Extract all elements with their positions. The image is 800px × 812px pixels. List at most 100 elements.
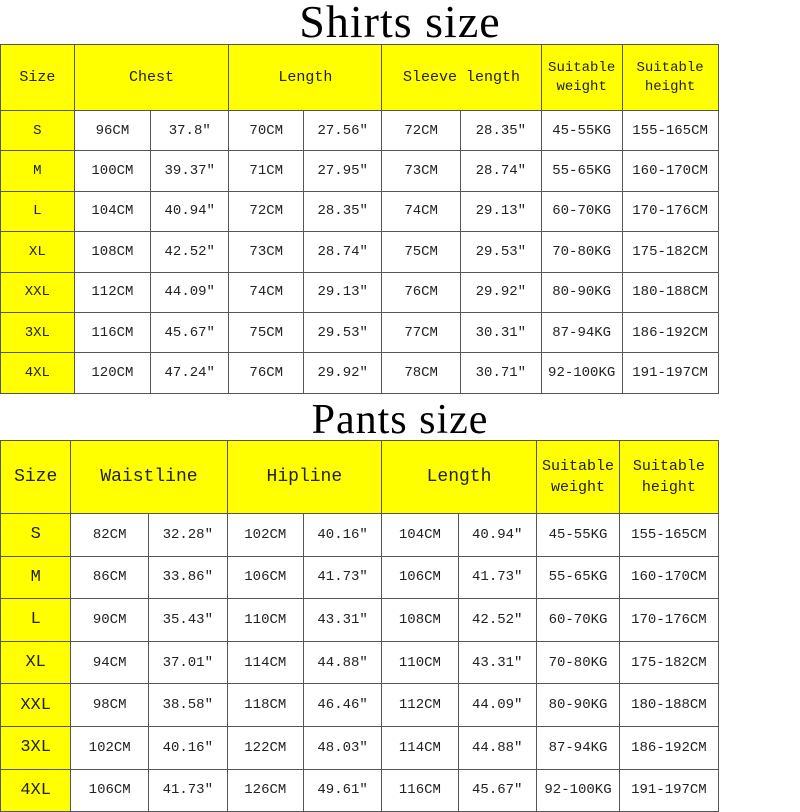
table-cell: 29.53″ [459,231,542,273]
table-cell: 55-65KG [535,555,621,600]
table-cell: 45.67″ [150,311,230,354]
table-cell: 37.01″ [148,640,228,685]
table-cell: 114CM [381,725,459,770]
table-cell: 41.73″ [457,555,537,600]
table-cell: 77CM [381,311,461,354]
table-cell: 116CM [73,311,152,354]
table-cell: 27.95″ [303,150,383,192]
table-cell: 40.16″ [303,513,383,557]
table-cell: 120CM [73,352,152,394]
column-header: Suitable weight [540,44,623,111]
table-cell: 116CM [381,768,459,812]
table-cell: 76CM [381,271,461,313]
table-cell: 180-188CM [621,271,719,313]
size-label: L [0,598,72,642]
table-cell: 122CM [226,725,305,770]
table-cell: 74CM [381,190,461,233]
table-cell: 28.74″ [303,231,383,273]
table-cell: 160-170CM [619,555,719,600]
table-cell: 48.03″ [303,725,383,770]
shirts-size-table: Size Chest Length Sleeve length Suitable weig… [0,44,800,394]
table-cell: 47.24″ [150,352,230,394]
column-header-line: weight [551,479,606,496]
table-cell: 180-188CM [619,683,719,727]
size-label: S [0,109,75,152]
table-cell: 170-176CM [619,598,719,642]
table-row: XL 108CM 42.52″ 73CM 28.74″ 75CM 29.53″ 70-80KG… [0,231,800,273]
table-cell: 40.94″ [150,190,230,233]
table-row: S 82CM 32.28″ 102CM 40.16″ 104CM 40.94″ 45-55KG… [0,513,800,557]
column-header: Suitable height [619,440,719,514]
column-header: Suitable weight [535,440,621,514]
table-cell: 33.86″ [148,555,228,600]
table-cell: 40.16″ [148,725,228,770]
column-header: Hipline [226,440,383,514]
table-cell: 75CM [228,311,305,354]
table-row: 3XL 116CM 45.67″ 75CM 29.53″ 77CM 30.31″ 87-94K… [0,311,800,354]
size-label: L [0,190,75,233]
table-cell: 82CM [70,513,150,557]
table-cell: 170-176CM [621,190,719,233]
table-cell: 49.61″ [303,768,383,812]
pants-size-title: Pants size [311,397,489,443]
table-cell: 96CM [73,109,152,152]
table-cell: 175-182CM [621,231,719,273]
table-cell: 102CM [70,725,150,770]
table-row: XL 94CM 37.01″ 114CM 44.88″ 110CM 43.31″ 70-80K… [0,640,800,685]
column-header: Waistline [70,440,228,514]
table-cell: 86CM [70,555,150,600]
table-cell: 78CM [381,352,461,394]
table-cell: 102CM [226,513,305,557]
table-cell: 32.28″ [148,513,228,557]
column-header: Chest [73,44,230,111]
table-cell: 75CM [381,231,461,273]
table-cell: 104CM [73,190,152,233]
table-cell: 106CM [70,768,150,812]
table-cell: 70-80KG [540,231,623,273]
table-cell: 100CM [73,150,152,192]
table-cell: 118CM [226,683,305,727]
column-header-line: Suitable [548,59,616,76]
table-cell: 70-80KG [535,640,621,685]
table-cell: 35.43″ [148,598,228,642]
table-cell: 55-65KG [540,150,623,192]
table-cell: 92-100KG [540,352,623,394]
table-cell: 112CM [381,683,459,727]
table-cell: 106CM [381,555,459,600]
column-header-line: height [644,78,696,95]
table-cell: 40.94″ [457,513,537,557]
table-cell: 71CM [228,150,305,192]
table-cell: 41.73″ [148,768,228,812]
table-cell: 70CM [228,109,305,152]
table-cell: 30.71″ [459,352,542,394]
column-header: Suitable height [621,44,719,111]
size-label: 3XL [0,311,75,354]
table-cell: 114CM [226,640,305,685]
table-cell: 44.09″ [150,271,230,313]
table-cell: 43.31″ [457,640,537,685]
column-header: Size [0,440,72,514]
table-cell: 110CM [226,598,305,642]
table-row: XXL 98CM 38.58″ 118CM 46.46″ 112CM 44.09″ 80-90… [0,683,800,727]
shirts-size-title: Shirts size [299,0,501,47]
table-cell: 29.92″ [459,271,542,313]
column-header: Size [0,44,75,111]
table-cell: 29.53″ [303,311,383,354]
table-cell: 45.67″ [457,768,537,812]
table-cell: 45-55KG [540,109,623,152]
table-cell: 46.46″ [303,683,383,727]
table-cell: 27.56″ [303,109,383,152]
column-header-line: weight [556,78,607,95]
table-cell: 60-70KG [535,598,621,642]
table-cell: 110CM [381,640,459,685]
size-label: 4XL [0,352,75,394]
table-cell: 76CM [228,352,305,394]
table-cell: 92-100KG [535,768,621,812]
column-header-line: Suitable [542,458,615,475]
table-cell: 60-70KG [540,190,623,233]
table-cell: 98CM [70,683,150,727]
size-label: S [0,513,72,557]
table-cell: 112CM [73,271,152,313]
table-cell: 44.88″ [457,725,537,770]
table-cell: 28.35″ [303,190,383,233]
